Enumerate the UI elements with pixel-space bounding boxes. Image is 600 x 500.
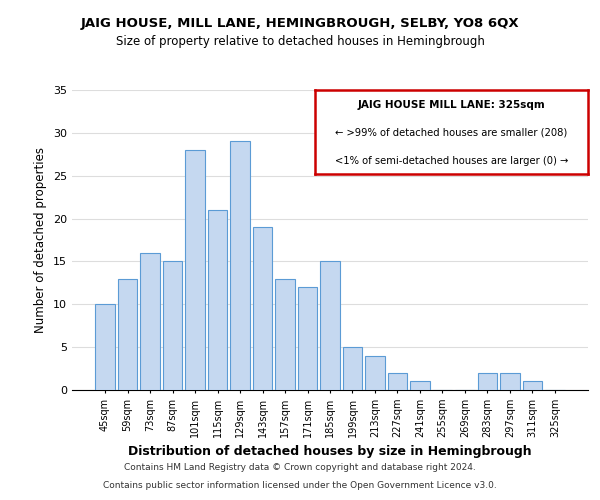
Text: JAIG HOUSE, MILL LANE, HEMINGBROUGH, SELBY, YO8 6QX: JAIG HOUSE, MILL LANE, HEMINGBROUGH, SEL…	[80, 18, 520, 30]
Bar	[523, 382, 542, 390]
Bar	[140, 253, 160, 390]
Bar	[410, 382, 430, 390]
Bar	[298, 287, 317, 390]
Bar	[365, 356, 385, 390]
Bar	[320, 262, 340, 390]
Text: Contains public sector information licensed under the Open Government Licence v3: Contains public sector information licen…	[103, 481, 497, 490]
Bar	[118, 278, 137, 390]
Bar	[208, 210, 227, 390]
Bar	[230, 142, 250, 390]
Bar	[343, 347, 362, 390]
Text: Size of property relative to detached houses in Hemingbrough: Size of property relative to detached ho…	[116, 35, 484, 48]
Text: Contains HM Land Registry data © Crown copyright and database right 2024.: Contains HM Land Registry data © Crown c…	[124, 464, 476, 472]
Bar	[388, 373, 407, 390]
X-axis label: Distribution of detached houses by size in Hemingbrough: Distribution of detached houses by size …	[128, 446, 532, 458]
Bar	[253, 227, 272, 390]
Bar	[478, 373, 497, 390]
Bar	[185, 150, 205, 390]
Bar	[163, 262, 182, 390]
Bar	[95, 304, 115, 390]
Bar	[500, 373, 520, 390]
Y-axis label: Number of detached properties: Number of detached properties	[34, 147, 47, 333]
Bar	[275, 278, 295, 390]
